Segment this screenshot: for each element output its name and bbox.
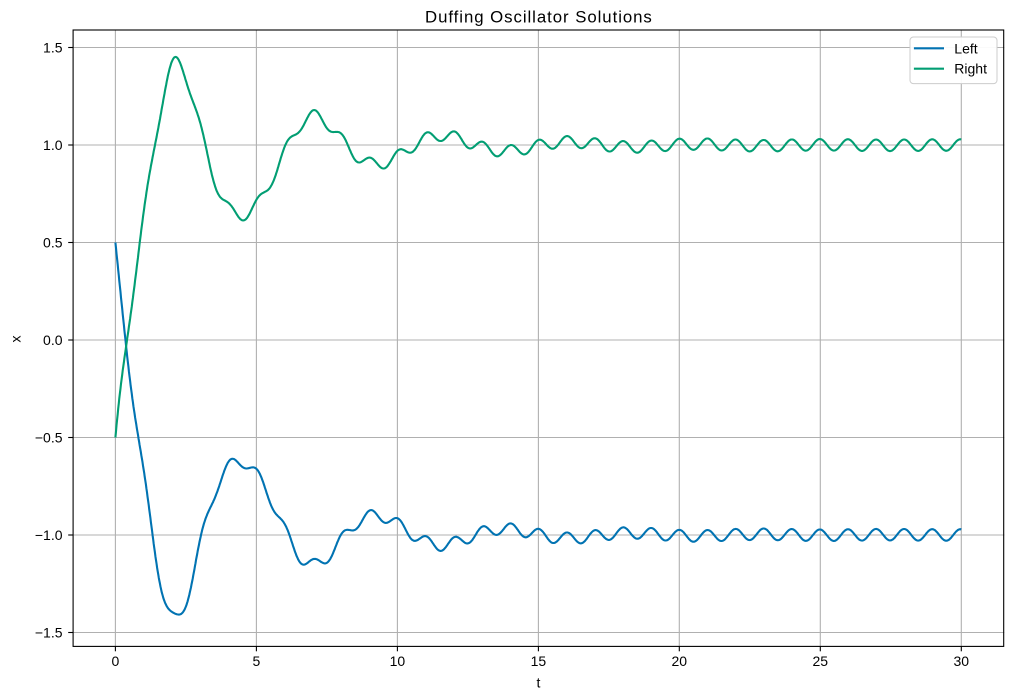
svg-text:25: 25 (813, 653, 829, 669)
svg-text:20: 20 (672, 653, 688, 669)
svg-text:1.5: 1.5 (43, 40, 63, 56)
svg-text:−1.5: −1.5 (35, 625, 63, 641)
svg-text:−1.0: −1.0 (35, 527, 63, 543)
svg-text:t: t (536, 675, 540, 691)
svg-text:0.5: 0.5 (43, 235, 63, 251)
svg-text:5: 5 (253, 653, 261, 669)
svg-text:Left: Left (954, 40, 977, 56)
svg-text:−0.5: −0.5 (35, 430, 63, 446)
svg-text:30: 30 (954, 653, 970, 669)
svg-text:0: 0 (112, 653, 120, 669)
svg-text:Right: Right (954, 61, 987, 77)
svg-text:1.0: 1.0 (43, 137, 63, 153)
svg-text:10: 10 (390, 653, 406, 669)
svg-text:Duffing Oscillator Solutions: Duffing Oscillator Solutions (425, 8, 653, 27)
svg-text:0.0: 0.0 (43, 332, 63, 348)
svg-text:15: 15 (531, 653, 547, 669)
svg-text:x: x (7, 336, 23, 343)
